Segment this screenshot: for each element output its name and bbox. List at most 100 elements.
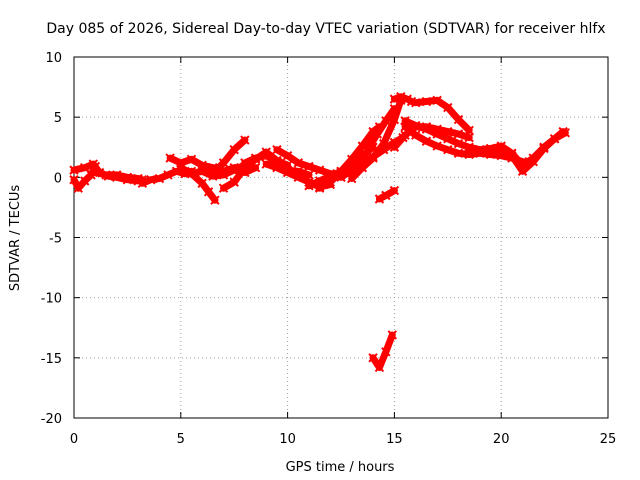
data-point [261,150,271,161]
data-point [496,141,506,151]
data-point [73,183,83,193]
data-point [549,134,560,144]
series-arc-18 [374,185,400,204]
data-point [560,128,570,138]
data-point [387,330,397,340]
data-point [112,170,122,180]
data-point [389,185,400,196]
data-point [421,136,432,146]
data-point [400,122,410,132]
data-point [389,94,400,104]
data-point [411,120,421,131]
data-point [69,165,79,175]
data-point [464,146,474,156]
data-point [453,114,464,125]
data-point [208,169,218,179]
data-point [443,134,453,144]
data-point [368,153,378,163]
data-point [304,181,314,191]
data-point [336,172,346,183]
x-tick-label: 25 [600,432,617,447]
series-line [369,331,396,371]
x-tick-label: 10 [279,432,296,447]
data-point [346,173,357,184]
data-point [314,165,325,175]
data-point [421,124,432,134]
data-point [374,194,385,204]
data-point [293,158,303,168]
data-point [240,135,250,145]
data-point [507,150,517,161]
data-point [381,190,391,201]
y-tick-label: -10 [41,292,62,307]
data-point [272,144,282,155]
data-point [165,153,175,163]
series-arc-8 [208,135,250,179]
chart-title: Day 085 of 2026, Sidereal Day-to-day VTE… [46,21,605,37]
series-arc-26 [496,128,570,177]
data-point [528,156,538,167]
data-point [229,144,239,155]
data-point [240,158,250,168]
data-point [464,125,474,136]
data-point [357,162,368,173]
data-point [421,96,432,107]
data-point [517,166,528,177]
data-point [261,159,271,169]
series-line [209,136,249,178]
data-point [381,347,391,357]
data-point [389,104,400,114]
x-tick-label: 15 [386,432,403,447]
data-point [101,170,111,180]
x-axis-label: GPS time / hours [286,460,395,475]
data-point [496,148,506,158]
series-arc-17 [364,104,400,152]
data-point [475,144,485,155]
data-point [539,143,549,154]
data-point [282,167,293,178]
data-point [293,172,303,183]
data-point [396,92,406,102]
data-point [411,130,421,140]
data-point [368,353,378,363]
data-point [453,129,464,139]
data-point [432,141,442,151]
data-point [364,142,374,152]
data-point [90,167,101,178]
data-point [229,177,239,187]
data-point [203,187,214,197]
y-axis-label: SDTVAR / TECUs [8,185,23,292]
data-point [389,142,400,152]
data-point [154,173,165,184]
data-point [379,138,389,149]
data-point [374,362,385,373]
data-point [304,161,314,172]
data-point [411,98,421,108]
data-point [372,129,383,139]
data-point [464,132,474,143]
series-line [365,105,398,151]
data-point [176,162,186,173]
data-point [453,148,464,158]
data-point [218,170,229,180]
y-tick-label: -20 [41,412,62,427]
y-tick-label: -15 [41,352,62,367]
data-point [79,162,90,173]
data-point [197,166,207,177]
data-point [443,102,453,113]
data-point [432,95,442,106]
data-point [453,138,464,149]
y-tick-label: 5 [54,111,62,126]
data-point [314,183,325,193]
data-point [272,162,282,173]
series-arc-3 [90,167,148,185]
data-point [186,154,197,164]
data-point [282,150,293,161]
data-point [325,177,336,187]
data-point [137,178,148,189]
data-series [69,92,570,373]
series-arc-20 [389,92,417,107]
series-arc-19 [368,330,397,373]
x-tick-label: 5 [177,432,185,447]
